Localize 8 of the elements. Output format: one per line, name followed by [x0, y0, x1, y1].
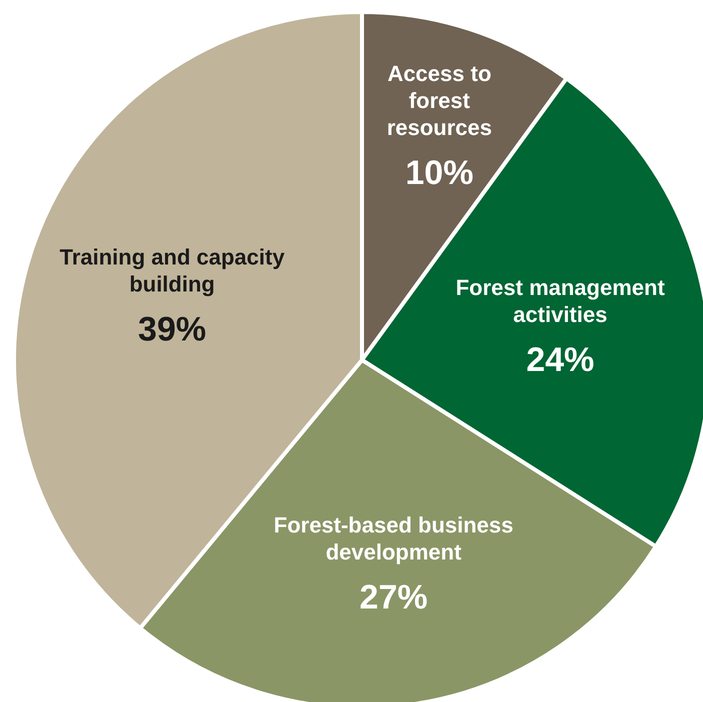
slice-label: Access to forest resources	[386, 61, 492, 140]
slice-label: Forest-based business development	[274, 512, 514, 564]
slice-label: Training and capacity building	[60, 244, 286, 297]
data-label: 24%	[526, 341, 594, 380]
data-label: 10%	[405, 154, 474, 192]
data-label: 27%	[360, 578, 428, 616]
data-label: 39%	[138, 310, 206, 349]
slice-label: Forest management activities	[456, 275, 666, 328]
